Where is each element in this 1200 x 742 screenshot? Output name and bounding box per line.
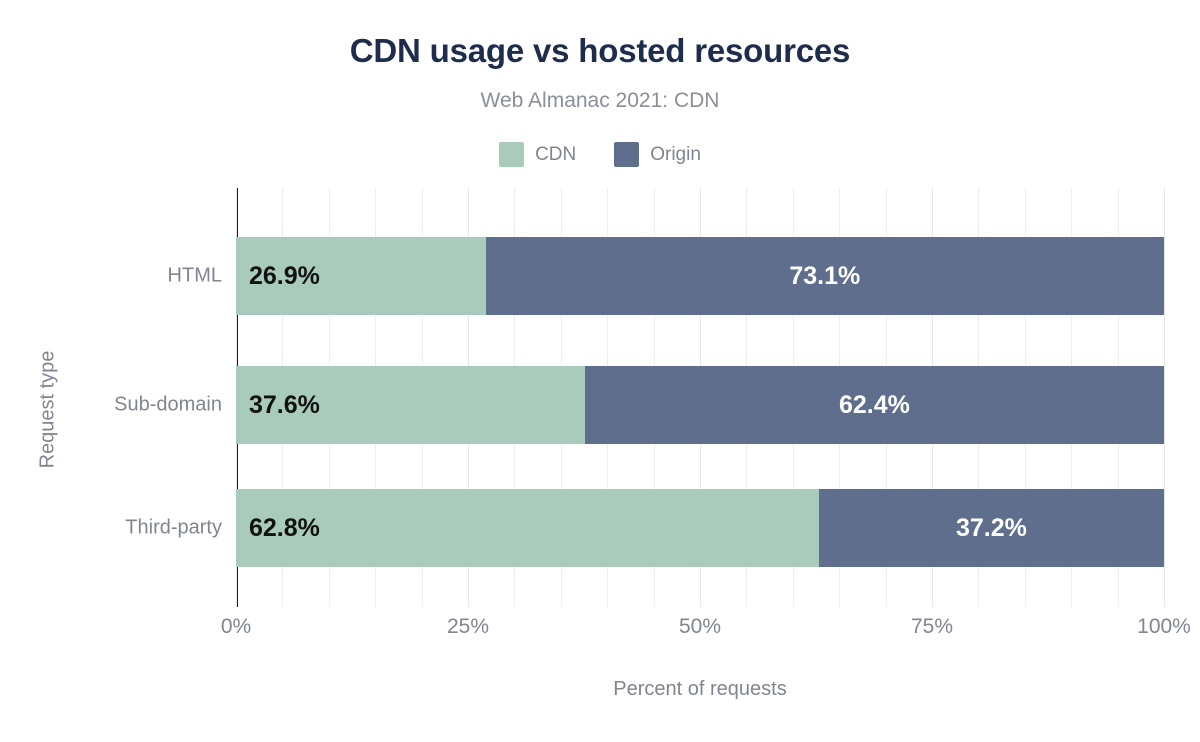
table-row[interactable]: 26.9% 73.1% [236,237,1164,315]
bar-label-origin: 62.4% [839,390,910,419]
y-tick-label-html: HTML [167,264,222,287]
table-row[interactable]: 62.8% 37.2% [236,489,1164,567]
bar-segment-origin[interactable]: 62.4% [584,366,1164,444]
x-tick-label-75: 75% [910,615,954,638]
bar-segment-cdn[interactable]: 26.9% [236,237,486,315]
y-tick-label-third-party: Third-party [125,516,222,539]
bar-label-cdn: 37.6% [249,390,320,419]
chart-legend: CDN Origin [0,142,1200,167]
legend-swatch-cdn-icon [499,142,525,167]
bar-segment-cdn[interactable]: 62.8% [236,489,819,567]
bar-segment-origin[interactable]: 37.2% [818,489,1164,567]
bar-label-cdn: 26.9% [249,261,320,290]
plot-area: 26.9% 73.1% 37.6% 62.4% 62.8% 37.2% [236,188,1165,607]
chart-subtitle: Web Almanac 2021: CDN [480,89,720,112]
x-tick-label-100: 100% [1137,615,1191,638]
gridline [1164,188,1165,607]
legend-swatch-origin-icon [614,142,640,167]
y-axis-title: Request type [36,350,59,469]
legend-label-cdn: CDN [535,143,577,165]
x-axis-title: Percent of requests [613,678,787,700]
legend-item-cdn[interactable]: CDN [499,142,576,167]
bar-segment-cdn[interactable]: 37.6% [236,366,585,444]
bar-segment-origin[interactable]: 73.1% [485,237,1164,315]
legend-item-origin[interactable]: Origin [614,142,701,167]
x-tick-label-0: 0% [220,615,252,638]
y-tick-label-sub-domain: Sub-domain [114,393,222,416]
x-tick-label-25: 25% [446,615,490,638]
bar-label-origin: 73.1% [789,261,861,290]
table-row[interactable]: 37.6% 62.4% [236,366,1164,444]
bar-label-origin: 37.2% [955,513,1027,542]
legend-label-origin: Origin [650,143,701,165]
chart-title: CDN usage vs hosted resources [349,32,851,69]
bar-label-cdn: 62.8% [249,513,320,542]
x-tick-label-50: 50% [678,615,722,638]
